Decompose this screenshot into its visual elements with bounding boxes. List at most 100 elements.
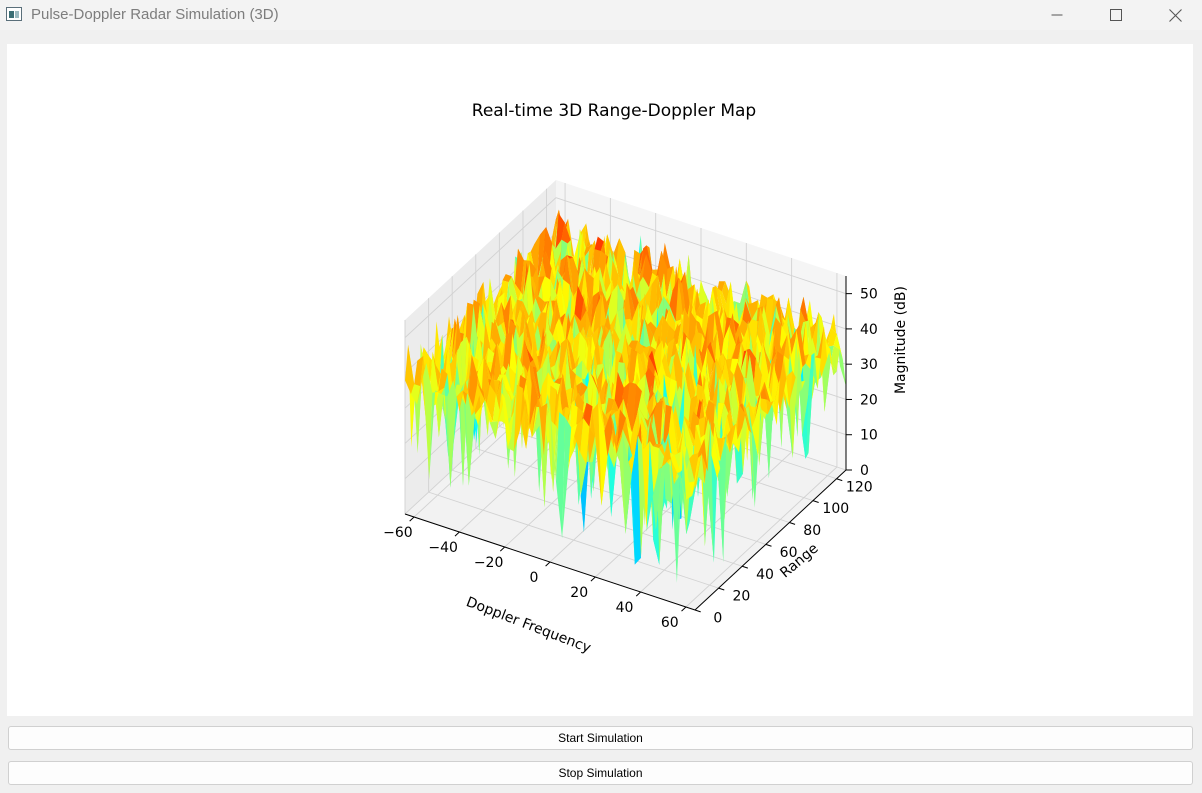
z-axis-label: Magnitude (dB) (893, 286, 909, 394)
surface-cell (543, 327, 553, 369)
surface-cell (477, 383, 487, 404)
y-tick (694, 609, 701, 613)
surface-cell (586, 410, 596, 465)
x-tick (454, 531, 460, 537)
surface-cell (507, 295, 517, 356)
x-tick (409, 516, 415, 522)
maximize-button[interactable] (1087, 0, 1145, 30)
surface-cell (487, 342, 497, 390)
surface-cell (563, 255, 573, 298)
surface-cell (445, 316, 456, 367)
surface-cell (501, 392, 511, 449)
y-tick-label: 0 (713, 611, 722, 627)
surface-cell (653, 444, 663, 449)
maximize-icon (1110, 9, 1122, 21)
surface-cell (652, 467, 662, 530)
surface-cell (635, 410, 645, 472)
surface-cell (405, 344, 415, 395)
surface-cell (550, 403, 560, 492)
surface-cell (664, 438, 674, 485)
surface-cell (742, 403, 752, 434)
surface-cell (699, 398, 709, 471)
gridline (685, 466, 838, 608)
surface-cell (536, 332, 546, 370)
surface-cell (581, 402, 591, 435)
surface-cell (465, 380, 475, 416)
minimize-button[interactable] (1028, 0, 1086, 30)
surface-cell (793, 336, 803, 436)
x-tick (499, 546, 506, 552)
title-bar[interactable]: Pulse-Doppler Radar Simulation (3D) (0, 0, 1202, 30)
surface-cell (598, 403, 608, 506)
surface-cell (526, 262, 536, 302)
x-tick-label: 40 (616, 600, 634, 616)
surface-cell (742, 301, 752, 326)
surface-cell (486, 384, 496, 422)
z-tick-label: 20 (860, 393, 878, 409)
surface-cell (549, 340, 559, 369)
surface-cell (493, 342, 503, 390)
surface-cell (767, 385, 777, 405)
surface-cell (720, 433, 730, 461)
surface-cell (491, 318, 501, 349)
gridline (475, 447, 766, 545)
surface-cell (442, 327, 452, 361)
surface-cell (608, 451, 618, 517)
surface-cell (554, 377, 564, 385)
surface-cell (693, 395, 703, 450)
surface-cell (423, 363, 433, 480)
surface-cell (568, 424, 578, 472)
surface-cell (512, 326, 522, 449)
surface-cell (504, 397, 514, 438)
surface-cell (808, 352, 818, 453)
surface-cell (817, 326, 828, 378)
surface-cell (519, 301, 530, 324)
surface-cell (601, 323, 611, 363)
surface-cell (640, 423, 650, 532)
surface-cell (656, 333, 666, 382)
y-tick (812, 500, 819, 503)
surface-cell (737, 280, 747, 420)
surface-cell (693, 398, 703, 420)
surface-cell (694, 288, 704, 323)
surface-cell (535, 393, 545, 508)
surface-cell (671, 338, 681, 366)
surface-cell (661, 353, 671, 383)
surface-cell (692, 454, 702, 496)
surface-cell (605, 306, 615, 414)
surface-cell (577, 309, 587, 348)
start-simulation-button[interactable]: Start Simulation (8, 726, 1193, 750)
surface-cell (457, 346, 467, 433)
surface-cell (659, 342, 669, 385)
surface-cell (827, 328, 837, 347)
surface-cell (503, 333, 513, 375)
stop-simulation-button[interactable]: Stop Simulation (8, 761, 1193, 785)
surface-cell (697, 371, 707, 417)
y-tick-label: 20 (732, 589, 750, 605)
surface-cell (471, 383, 481, 416)
surface-cell (519, 306, 529, 342)
close-button[interactable] (1146, 0, 1202, 30)
surface-cell (740, 349, 750, 372)
surface-cell (511, 276, 521, 302)
surface-cell (547, 298, 557, 355)
x-tick-label: −60 (383, 525, 413, 541)
surface-cell (532, 366, 542, 406)
surface-cell (638, 318, 648, 351)
surface-cell (707, 341, 717, 368)
chart-title: Real-time 3D Range-Doppler Map (472, 101, 756, 121)
surface-cell (411, 384, 421, 405)
surface-cell (660, 273, 670, 335)
surface-cell (723, 426, 733, 447)
surface-cell (602, 279, 612, 372)
surface-cell (605, 397, 615, 416)
surface-cell (493, 373, 503, 421)
surface-cell (802, 355, 812, 459)
surface-cell (445, 318, 455, 368)
surface-cell (644, 318, 654, 348)
surface-cell (414, 355, 424, 387)
surface-cell (623, 282, 633, 330)
surface-cell (599, 392, 609, 432)
plot-canvas[interactable]: Real-time 3D Range-Doppler Map −60 −40 −20… (7, 44, 1193, 716)
surface-cell (689, 457, 699, 496)
